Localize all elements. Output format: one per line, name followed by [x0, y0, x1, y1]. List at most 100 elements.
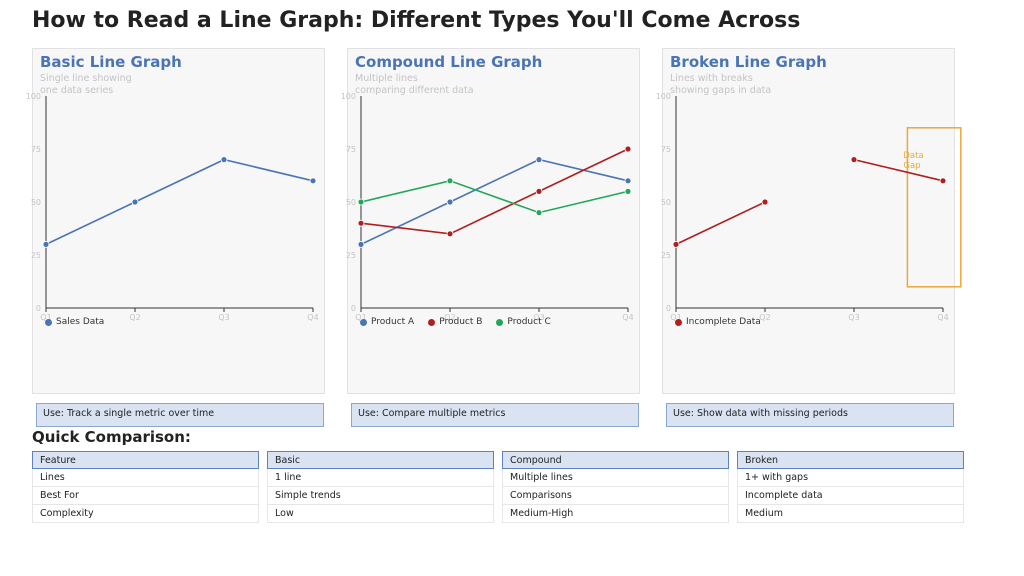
data-point	[357, 219, 365, 227]
table-cell: Best For	[32, 487, 259, 505]
x-tick-label: Q4	[307, 313, 318, 322]
basic-line-panel: Basic Line Graph Single line showing one…	[26, 48, 325, 394]
table-cell: Multiple lines	[502, 469, 729, 487]
data-point	[761, 198, 769, 206]
series-line	[853, 158, 944, 182]
series-line	[360, 148, 629, 235]
data-point	[535, 187, 543, 195]
table-column-compound: Compound Multiple lines Comparisons Medi…	[502, 451, 729, 523]
y-tick-label: 50	[346, 198, 356, 207]
data-point	[624, 177, 632, 185]
legend-item: Product C	[496, 317, 551, 327]
y-tick-label: 0	[351, 304, 356, 313]
legend-dot	[360, 318, 367, 326]
table-header: Basic	[267, 451, 494, 469]
legend-item: Sales Data	[45, 317, 104, 327]
data-point	[624, 145, 632, 153]
series-line	[360, 158, 629, 246]
gap-annotation-label: Data	[903, 151, 923, 161]
x-tick-label: Q2	[129, 313, 140, 322]
data-point	[220, 156, 228, 163]
panel-title: Broken Line Graph	[670, 53, 827, 71]
broken-line-panel: Broken Line Graph Lines with breaks show…	[656, 48, 962, 394]
legend-label: Product B	[439, 317, 483, 327]
x-tick-label: Q4	[622, 313, 633, 322]
data-point	[357, 198, 365, 206]
table-cell: 1+ with gaps	[737, 469, 964, 487]
x-tick-label: Q2	[759, 313, 770, 322]
legend-item: Product B	[428, 317, 482, 327]
panel-subtitle: Multiple lines comparing different data	[355, 73, 474, 97]
series-line	[45, 158, 314, 246]
x-tick-label: Q4	[937, 313, 948, 322]
data-point	[446, 198, 454, 206]
data-point	[309, 177, 317, 185]
x-tick-label: Q3	[533, 313, 544, 322]
chart-legend: Product A Product B Product C	[360, 317, 551, 327]
table-cell: Lines	[32, 469, 259, 487]
y-tick-label: 75	[661, 145, 671, 154]
y-tick-label: 100	[26, 92, 41, 101]
data-point	[357, 240, 365, 248]
legend-dot	[675, 318, 682, 326]
data-point	[672, 240, 680, 248]
page-title: How to Read a Line Graph: Different Type…	[32, 8, 801, 33]
table-cell: Comparisons	[502, 487, 729, 505]
table-cell: Incomplete data	[737, 487, 964, 505]
legend-dot	[45, 318, 52, 326]
x-tick-label: Q1	[670, 313, 681, 322]
use-note-compound: Use: Compare multiple metrics	[351, 403, 639, 427]
y-tick-label: 0	[36, 304, 41, 313]
data-point	[535, 209, 543, 217]
compound-line-panel: Compound Line Graph Multiple lines compa…	[341, 48, 640, 394]
table-header: Feature	[32, 451, 259, 469]
y-tick-label: 75	[346, 145, 356, 154]
x-tick-label: Q1	[40, 313, 51, 322]
panel-subtitle-line: showing gaps in data	[670, 85, 772, 96]
y-tick-label: 25	[346, 251, 356, 260]
table-cell: 1 line	[267, 469, 494, 487]
y-tick-label: 0	[666, 304, 671, 313]
gap-annotation-box	[906, 127, 962, 288]
gap-annotation-label: Gap	[903, 161, 920, 171]
x-tick-label: Q3	[848, 313, 859, 322]
data-point	[535, 156, 543, 163]
data-point	[939, 177, 947, 185]
table-header: Broken	[737, 451, 964, 469]
panel-subtitle-line: Multiple lines	[355, 73, 418, 84]
use-note-broken: Use: Show data with missing periods	[666, 403, 954, 427]
table-cell: Simple trends	[267, 487, 494, 505]
y-tick-label: 25	[661, 251, 671, 260]
panel-title: Basic Line Graph	[40, 53, 182, 71]
table-column-broken: Broken 1+ with gaps Incomplete data Medi…	[737, 451, 964, 523]
legend-label: Incomplete Data	[686, 317, 761, 327]
basic-line-chart: 0 25 50 75 100 Q1 Q2 Q3 Q4	[26, 92, 319, 322]
x-tick-label: Q1	[355, 313, 366, 322]
y-tick-label: 100	[341, 92, 356, 101]
y-tick-label: 50	[661, 198, 671, 207]
data-point	[42, 240, 50, 248]
panel-subtitle-line: Lines with breaks	[670, 73, 753, 84]
legend-dot	[428, 318, 436, 326]
data-point	[850, 156, 858, 163]
table-header: Compound	[502, 451, 729, 469]
data-point	[446, 230, 454, 238]
x-tick-label: Q2	[444, 313, 455, 322]
series-line	[675, 201, 766, 246]
legend-label: Product A	[371, 317, 415, 327]
table-cell: Low	[267, 505, 494, 523]
legend-item: Product A	[360, 317, 414, 327]
legend-label: Product C	[507, 317, 551, 327]
legend-item: Incomplete Data	[675, 317, 761, 327]
y-tick-label: 25	[31, 251, 41, 260]
panel-subtitle: Single line showing one data series	[40, 73, 132, 97]
data-point	[446, 177, 454, 185]
y-tick-label: 100	[656, 92, 671, 101]
panel-subtitle-line: one data series	[40, 85, 114, 96]
chart-legend: Incomplete Data	[675, 317, 761, 327]
table-column-basic: Basic 1 line Simple trends Low	[267, 451, 494, 523]
legend-label: Sales Data	[56, 317, 105, 327]
table-cell: Medium	[737, 505, 964, 523]
data-point	[131, 198, 139, 206]
